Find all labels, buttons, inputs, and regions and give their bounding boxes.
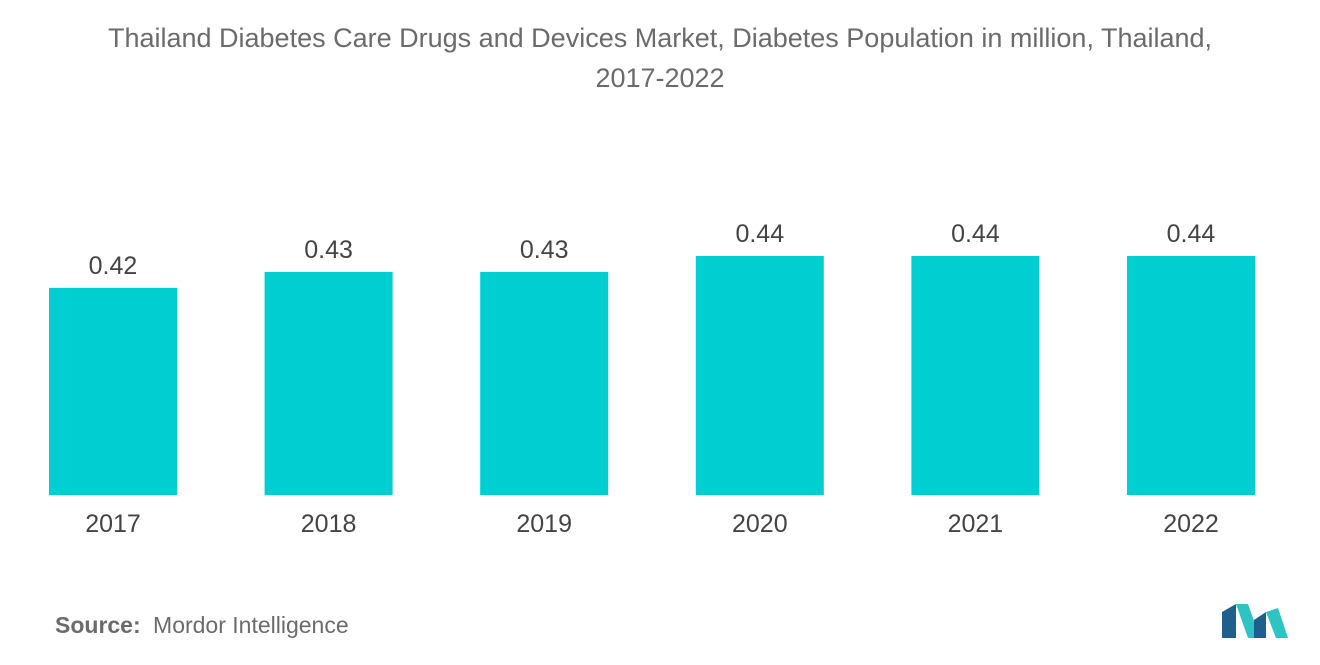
bar-2017 [49,287,177,495]
value-label-2017: 0.42 [89,252,138,280]
bar-2021 [911,256,1040,495]
chart-title-line-1: Thailand Diabetes Care Drugs and Devices… [107,23,1213,53]
x-tick-label-2020: 2020 [732,510,788,538]
source-label: Source: [55,612,141,638]
value-label-2022: 0.44 [1167,220,1216,248]
source-note: Source: Mordor Intelligence [55,612,349,639]
x-tick-label-2018: 2018 [301,510,357,538]
value-label-2021: 0.44 [951,220,1000,248]
bar-2019 [480,271,609,495]
x-tick-label-2021: 2021 [948,510,1004,538]
value-label-2020: 0.44 [735,220,784,248]
bar-2018 [264,271,393,495]
bar-chart: 0.42 2017 0.43 2018 0.43 2019 0.44 2020 0.44 2021… [49,220,1255,538]
bar-2020 [695,256,824,495]
chart-title-line-2: 2017-2022 [595,63,725,93]
bar-2022 [1127,256,1255,495]
source-text: Mordor Intelligence [153,612,349,638]
mordor-intelligence-logo-icon [1222,604,1288,638]
x-tick-label-2017: 2017 [85,510,141,538]
value-label-2018: 0.43 [304,236,353,264]
x-tick-label-2019: 2019 [516,510,572,538]
value-label-2019: 0.43 [520,236,569,264]
x-tick-label-2022: 2022 [1163,510,1219,538]
chart-title: Thailand Diabetes Care Drugs and Devices… [0,18,1320,98]
